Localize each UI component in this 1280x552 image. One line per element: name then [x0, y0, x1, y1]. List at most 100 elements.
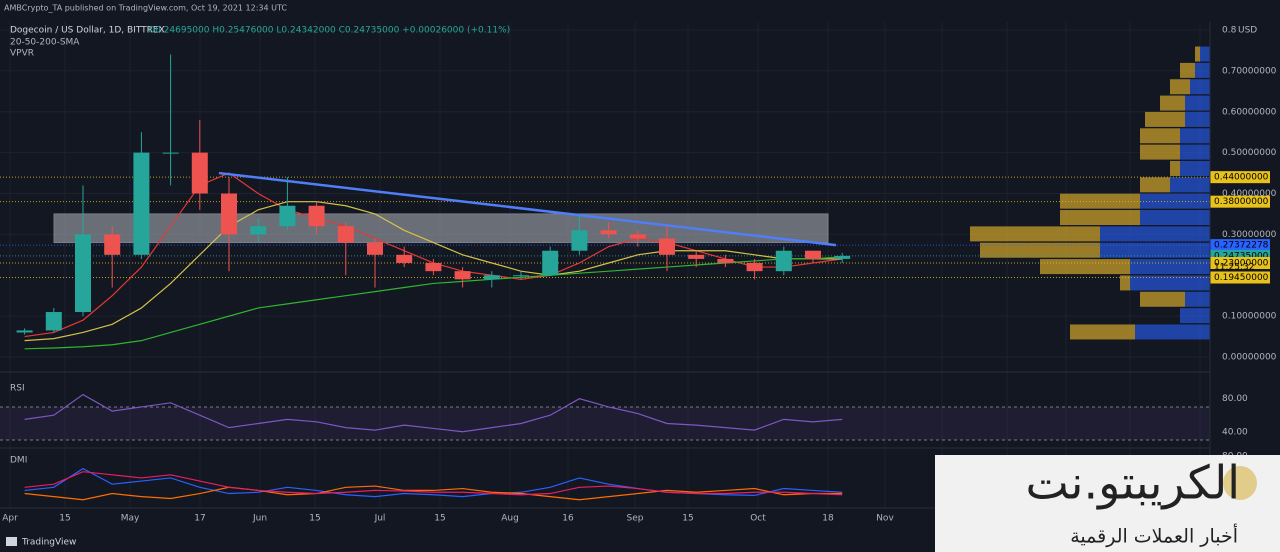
volume-down: [1170, 160, 1180, 176]
y-tick-label: 0.60000000: [1222, 107, 1277, 117]
layers: Apr15May17Jun15Jul15Aug16Sep15Oct18Nov15…: [0, 22, 1277, 524]
volume-up: [1200, 46, 1210, 62]
candle-body: [717, 258, 734, 263]
watermark-subtitle: أخبار العملات الرقمية: [1070, 524, 1238, 548]
candle-body: [746, 262, 763, 272]
candle-body: [308, 205, 325, 227]
level-label: 0.38000000: [1214, 197, 1269, 207]
x-tick-label: 15: [59, 514, 70, 524]
y-tick-label: 0.70000000: [1222, 66, 1277, 76]
volume-down: [1160, 95, 1185, 111]
symbol: Dogecoin / US Dollar, 1D, BITTREX: [10, 26, 165, 36]
candle-body: [542, 250, 559, 276]
candle-body: [396, 254, 413, 263]
candle-body: [513, 275, 529, 277]
volume-up: [1170, 177, 1210, 193]
indicator-label: 20-50-200-SMA: [10, 38, 80, 48]
pane-title: DMI: [10, 456, 27, 466]
volume-up: [1140, 210, 1210, 226]
candle-body: [454, 271, 471, 280]
indicator-label: VPVR: [10, 49, 34, 59]
candle-body: [75, 234, 91, 313]
x-tick-label: Jun: [252, 514, 267, 524]
x-tick-label: Oct: [750, 514, 766, 524]
x-tick-label: Sep: [627, 514, 644, 524]
x-tick-label: 15: [434, 514, 445, 524]
volume-down: [1170, 79, 1190, 95]
volume-up: [1185, 291, 1210, 307]
y-tick-label: 0.00000000: [1222, 353, 1277, 363]
volume-down: [1040, 259, 1130, 275]
y-tick-label: 80.00: [1222, 394, 1248, 404]
volume-down: [1120, 275, 1130, 291]
y-tick-label: 40.00: [1222, 427, 1248, 437]
candle-body: [571, 230, 588, 251]
level-label: 0.19450000: [1214, 273, 1269, 283]
volume-down: [1060, 193, 1140, 209]
volume-up: [1180, 144, 1210, 160]
currency: USD: [1238, 26, 1257, 36]
volume-up: [1180, 160, 1210, 176]
volume-down: [1060, 210, 1140, 226]
volume-down: [1140, 177, 1170, 193]
volume-down: [1180, 62, 1195, 78]
watermark-coin: [1223, 466, 1257, 500]
x-tick-label: Nov: [876, 514, 894, 524]
y-tick-label: 0.10000000: [1222, 312, 1277, 322]
volume-down: [1140, 128, 1180, 144]
candle-body: [250, 226, 267, 235]
resistance-zone: [53, 213, 829, 244]
level-label: 0.44000000: [1214, 173, 1269, 183]
watermark-box: [935, 455, 1280, 552]
watermark-title: الكريبتو.نت: [1025, 456, 1240, 511]
level-tag: [1210, 256, 1270, 269]
level-tag: [1210, 171, 1270, 184]
volume-up: [1135, 324, 1210, 340]
rsi-line: [24, 393, 843, 433]
level-tag: [1210, 271, 1270, 284]
y-tick-label: 0.8: [1222, 26, 1237, 36]
x-tick-label: Aug: [501, 514, 519, 524]
candle-body: [483, 275, 500, 280]
pane-title: RSI: [10, 384, 25, 394]
dmi-line: [24, 471, 843, 496]
x-tick-label: 17: [194, 514, 205, 524]
candle-body: [45, 312, 62, 331]
level-label: 0.27372278: [1214, 241, 1269, 251]
published-note: AMBCrypto_TA published on TradingView.co…: [4, 4, 287, 13]
rsi-band: [0, 406, 1210, 441]
candle-body: [104, 234, 121, 255]
y-tick-label: 0.30000000: [1222, 230, 1277, 240]
candle-body: [600, 230, 617, 235]
candle-body: [162, 152, 179, 154]
level-label: 0.23000000: [1214, 258, 1269, 268]
volume-down: [1070, 324, 1135, 340]
x-tick-label: 15: [682, 514, 693, 524]
x-tick-label: 15: [309, 514, 320, 524]
candle-body: [688, 254, 705, 259]
volume-up: [1195, 62, 1210, 78]
candle-body: [659, 238, 675, 255]
trendline: [218, 171, 837, 247]
x-tick-label: 16: [562, 514, 574, 524]
volume-down: [1145, 111, 1185, 127]
candle-body: [221, 193, 237, 235]
y-tick-label: 0.40000000: [1222, 189, 1277, 199]
candle-body: [629, 234, 646, 239]
volume-up: [1130, 275, 1210, 291]
ohlc: O0.24695000 H0.25476000 L0.24342000 C0.2…: [148, 26, 510, 36]
candle-body: [279, 205, 296, 227]
candle-body: [133, 152, 150, 255]
volume-down: [1140, 144, 1180, 160]
y-tick-label: 0.50000000: [1222, 148, 1277, 158]
volume-down: [1140, 291, 1185, 307]
x-tick-label: Apr: [2, 514, 18, 524]
volume-down: [980, 242, 1100, 258]
candle-body: [367, 242, 383, 255]
volume-down: [1195, 46, 1200, 62]
countdown: 11:25:32: [1214, 262, 1254, 272]
volume-up: [1185, 111, 1210, 127]
candle-body: [337, 226, 354, 243]
volume-up: [1100, 226, 1210, 242]
